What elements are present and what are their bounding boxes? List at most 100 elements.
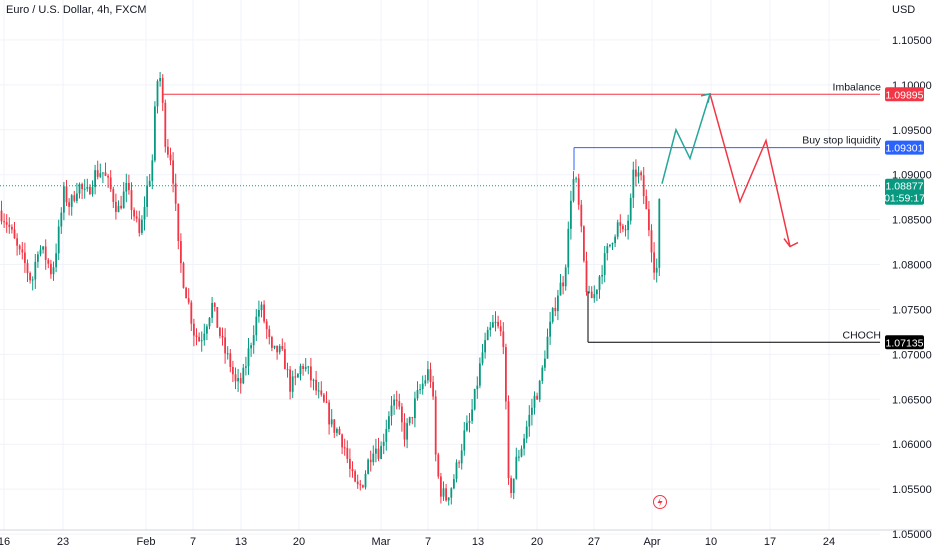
candle-body xyxy=(429,369,432,382)
candle-body xyxy=(291,376,294,392)
candle-body xyxy=(169,154,172,161)
last-price-badge xyxy=(885,178,924,205)
candle-body xyxy=(286,369,289,371)
candle-body xyxy=(167,146,169,155)
candle-body xyxy=(299,366,302,375)
candle-body xyxy=(302,366,304,370)
candle-body xyxy=(234,374,237,382)
candle-body xyxy=(536,395,538,400)
candle-body xyxy=(156,81,159,107)
candle-body xyxy=(52,267,55,275)
candle-body xyxy=(11,226,13,230)
candle-body xyxy=(590,291,593,299)
candle-body xyxy=(466,422,468,431)
price-badge xyxy=(885,335,924,350)
candle-body xyxy=(94,170,96,187)
candle-body xyxy=(143,206,146,220)
y-tick-label: 1.06000 xyxy=(892,439,932,451)
candle-body xyxy=(338,428,341,435)
candle-body xyxy=(382,441,385,446)
x-tick-label: 10 xyxy=(705,536,717,548)
y-tick-label: 1.08500 xyxy=(892,215,932,227)
candle-body xyxy=(138,218,141,233)
candle-body xyxy=(289,369,291,392)
candle-body xyxy=(42,246,44,250)
candle-body xyxy=(273,345,276,348)
candle-body xyxy=(655,267,658,273)
candle-body xyxy=(437,454,440,477)
candle-body xyxy=(377,448,380,459)
candle-body xyxy=(76,193,78,201)
candle-body xyxy=(596,289,598,295)
candle-body xyxy=(432,381,434,397)
candle-body xyxy=(281,346,284,350)
candle-body xyxy=(70,195,73,207)
candle-body xyxy=(580,204,583,227)
x-tick-label: 20 xyxy=(531,536,543,548)
candle-body xyxy=(247,348,250,367)
candle-body xyxy=(551,307,554,322)
candle-body xyxy=(190,302,193,324)
price-badge-text: 1.09301 xyxy=(886,143,924,155)
candle-body xyxy=(523,438,525,449)
candle-body xyxy=(81,184,83,190)
candle-body xyxy=(408,417,411,424)
candle-body xyxy=(265,321,268,330)
candle-body xyxy=(3,221,5,223)
candle-body xyxy=(510,478,512,494)
candle-body xyxy=(323,394,325,402)
candle-body xyxy=(164,102,167,147)
candle-body xyxy=(538,380,541,400)
candle-body xyxy=(24,252,26,264)
candle-body xyxy=(0,210,3,222)
candle-body xyxy=(554,307,557,312)
x-tick-label: 13 xyxy=(472,536,484,548)
candle-body xyxy=(460,450,463,464)
candle-body xyxy=(385,428,388,442)
candle-body xyxy=(86,186,89,189)
candle-body xyxy=(390,405,393,417)
candle-body xyxy=(411,417,414,419)
candle-body xyxy=(499,326,502,332)
candle-body xyxy=(107,175,109,178)
candle-body xyxy=(159,78,161,82)
candle-body xyxy=(115,201,117,212)
candle-body xyxy=(642,175,645,197)
candle-body xyxy=(172,160,174,184)
candle-body xyxy=(60,212,63,227)
candle-body xyxy=(55,253,57,268)
candle-body xyxy=(585,260,588,293)
candle-body xyxy=(203,333,206,341)
candle-body xyxy=(13,229,16,239)
x-tick-label: 20 xyxy=(293,536,305,548)
candle-body xyxy=(219,327,221,336)
x-tick-label: 7 xyxy=(190,536,196,548)
x-tick-label: 23 xyxy=(57,536,69,548)
x-tick-label: 27 xyxy=(588,536,600,548)
candle-body xyxy=(559,282,562,296)
candle-body xyxy=(549,321,551,337)
candle-body xyxy=(515,456,518,479)
candle-body xyxy=(39,249,42,255)
candle-body xyxy=(148,180,151,186)
level-label: CHOCH xyxy=(843,329,882,341)
y-tick-label: 1.10500 xyxy=(892,35,932,47)
candle-body xyxy=(598,276,601,290)
candle-body xyxy=(260,304,263,311)
candle-body xyxy=(161,78,164,103)
x-tick-label: 13 xyxy=(235,536,247,548)
candle-body xyxy=(541,367,544,381)
candle-body xyxy=(567,228,570,268)
candle-body xyxy=(34,261,37,280)
lightning-icon xyxy=(657,497,663,507)
y-tick-label: 1.07500 xyxy=(892,304,932,316)
candle-body xyxy=(174,183,177,204)
candle-body xyxy=(445,488,447,501)
candle-body xyxy=(645,196,648,210)
candle-body xyxy=(180,241,182,264)
candle-body xyxy=(195,335,198,337)
candle-body xyxy=(421,383,424,390)
candle-body xyxy=(141,219,143,233)
candle-body xyxy=(29,273,31,281)
